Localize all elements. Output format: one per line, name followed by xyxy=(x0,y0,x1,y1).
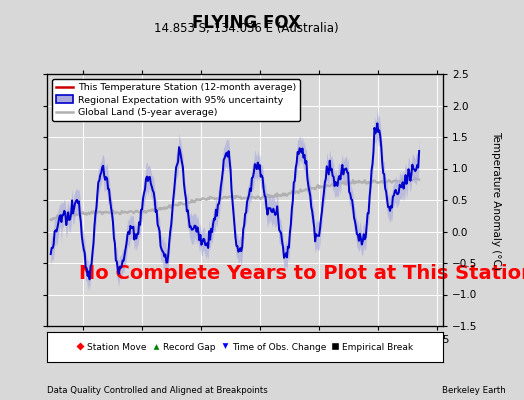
Y-axis label: Temperature Anomaly (°C): Temperature Anomaly (°C) xyxy=(491,130,501,270)
Text: Berkeley Earth: Berkeley Earth xyxy=(442,386,506,395)
Text: FLYING FOX: FLYING FOX xyxy=(192,14,301,32)
Text: Data Quality Controlled and Aligned at Breakpoints: Data Quality Controlled and Aligned at B… xyxy=(47,386,268,395)
Text: No Complete Years to Plot at This Station: No Complete Years to Plot at This Statio… xyxy=(79,264,524,282)
Legend: Station Move, Record Gap, Time of Obs. Change, Empirical Break: Station Move, Record Gap, Time of Obs. C… xyxy=(74,340,416,354)
Text: 14.853 S, 134.036 E (Australia): 14.853 S, 134.036 E (Australia) xyxy=(154,22,339,35)
Legend: This Temperature Station (12-month average), Regional Expectation with 95% uncer: This Temperature Station (12-month avera… xyxy=(52,79,300,121)
